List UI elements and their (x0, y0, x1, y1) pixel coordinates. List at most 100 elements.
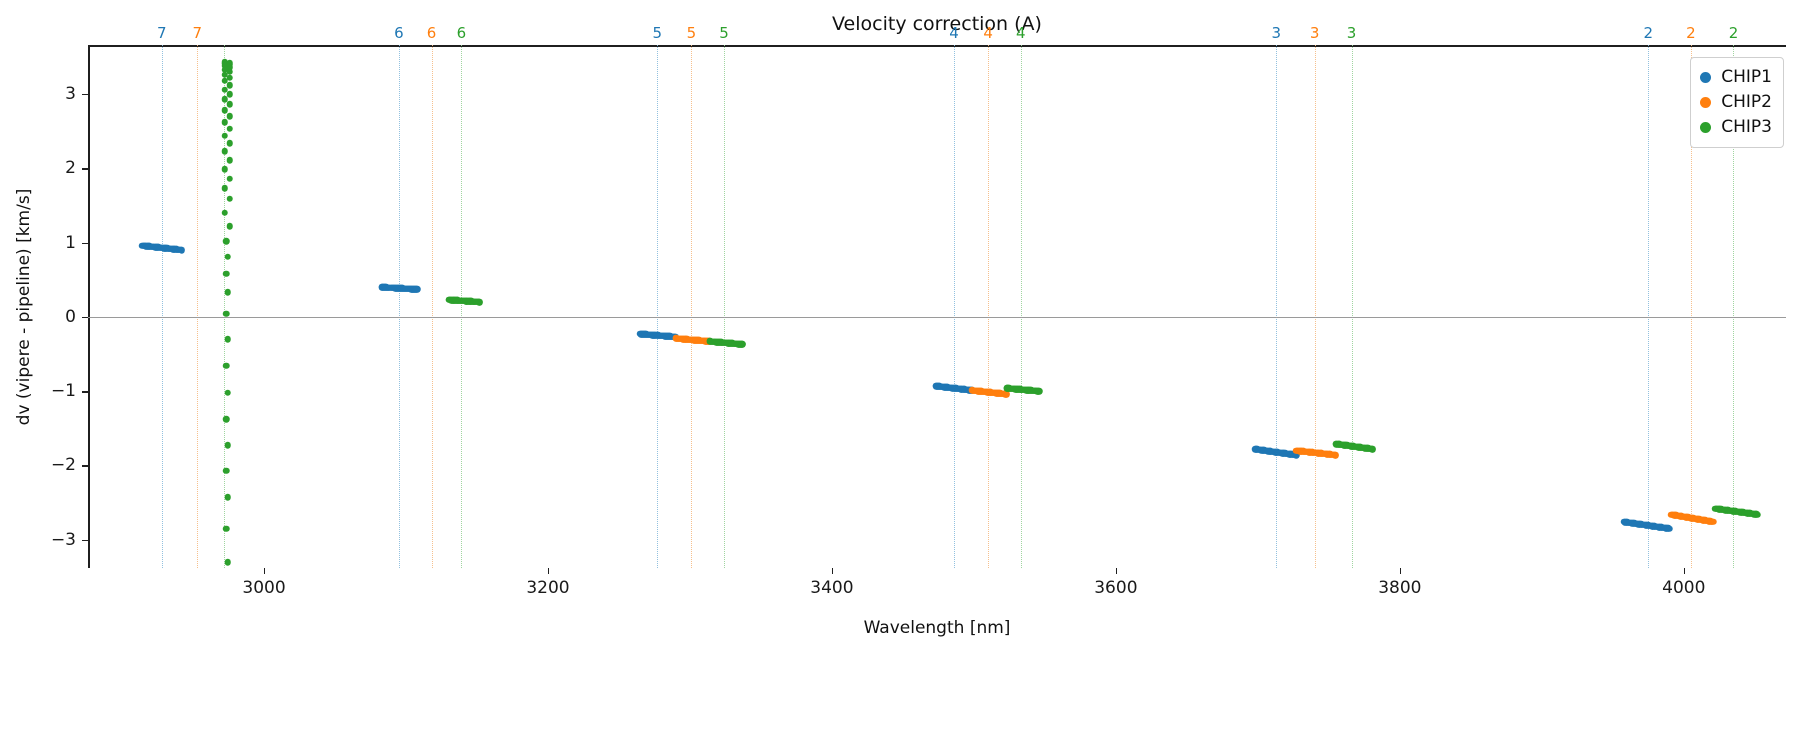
y-tick-label: −3 (50, 529, 76, 550)
data-point (739, 341, 746, 348)
legend-label: CHIP2 (1721, 92, 1772, 112)
outlier-data-point (226, 195, 233, 203)
outlier-data-point (221, 209, 228, 217)
outlier-data-point (226, 68, 233, 75)
y-tick-label: 2 (65, 158, 76, 179)
outlier-data-point (224, 494, 232, 501)
x-tick-label: 3600 (1094, 578, 1138, 598)
y-tick (82, 316, 88, 319)
legend-marker-icon (1700, 72, 1712, 83)
outlier-data-point (224, 335, 232, 343)
outlier-data-point (223, 310, 230, 318)
legend-entry[interactable]: CHIP3 (1700, 115, 1772, 140)
outlier-data-point (223, 525, 230, 532)
outlier-data-point (221, 95, 228, 103)
outlier-data-point (221, 147, 228, 155)
order-number-label: 7 (192, 24, 203, 42)
x-tick (1115, 568, 1118, 574)
order-guide-line (431, 45, 433, 568)
x-tick-label: 3400 (810, 578, 854, 598)
order-guide-line (1351, 45, 1353, 568)
order-guide-line (197, 45, 199, 568)
order-guide-line (1690, 45, 1692, 568)
order-guide-line (224, 45, 226, 568)
outlier-data-point (226, 90, 233, 98)
chart-title: Velocity correction (A) (832, 13, 1042, 35)
y-tick (82, 94, 88, 96)
legend-entry[interactable]: CHIP1 (1700, 65, 1772, 90)
order-number-label: 2 (1643, 24, 1654, 42)
legend[interactable]: CHIP1 CHIP2 CHIP3 (1690, 57, 1784, 148)
legend-entry[interactable]: CHIP2 (1700, 90, 1772, 115)
data-point (1666, 525, 1673, 532)
outlier-data-point (223, 270, 230, 278)
outlier-data-point (226, 74, 233, 81)
x-tick-label: 3200 (526, 578, 570, 598)
x-tick (264, 568, 266, 574)
axis-spine-bottom (88, 45, 1786, 47)
outlier-data-point (221, 119, 228, 126)
zero-line (88, 316, 1786, 319)
order-number-label: 3 (1309, 24, 1320, 42)
outlier-data-point (221, 132, 228, 139)
x-tick (831, 568, 834, 574)
outlier-data-point (223, 362, 230, 370)
x-tick-label: 3800 (1378, 578, 1422, 598)
data-point (1003, 390, 1010, 398)
data-point (178, 246, 185, 254)
outlier-data-point (226, 223, 233, 230)
order-guide-line (1276, 45, 1278, 568)
outlier-data-point (224, 389, 232, 396)
outlier-data-point (221, 86, 228, 93)
outlier-data-point (224, 442, 232, 449)
order-guide-line (657, 45, 659, 568)
order-guide-line (724, 45, 726, 568)
order-number-label: 6 (394, 24, 404, 42)
x-tick-label: 3000 (242, 578, 286, 598)
outlier-data-point (221, 71, 228, 78)
order-number-label: 4 (949, 24, 959, 42)
outlier-data-point (224, 558, 232, 566)
x-tick (547, 568, 550, 574)
outlier-data-point (226, 113, 233, 120)
order-number-label: 6 (456, 24, 467, 42)
order-guide-line (461, 45, 463, 568)
order-guide-line (988, 45, 990, 568)
order-number-label: 7 (157, 24, 167, 42)
y-tick (82, 465, 88, 467)
outlier-data-point (221, 66, 228, 73)
outlier-data-point (224, 289, 232, 296)
order-number-label: 4 (983, 24, 993, 42)
order-number-label: 5 (719, 24, 729, 42)
y-tick (82, 242, 88, 244)
outlier-data-point (224, 253, 232, 260)
order-number-label: 6 (426, 24, 437, 42)
y-tick (82, 168, 88, 170)
axis-spine-right (88, 45, 90, 568)
outlier-data-point (226, 139, 233, 147)
outlier-data-point (226, 156, 233, 164)
x-tick-label: 4000 (1662, 578, 1706, 598)
order-guide-line (1020, 45, 1022, 568)
data-point (1369, 445, 1377, 453)
order-number-label: 3 (1346, 24, 1357, 42)
data-point (1292, 451, 1300, 459)
order-number-label: 2 (1728, 24, 1739, 42)
outlier-data-point (226, 64, 233, 71)
outlier-data-point (221, 165, 228, 173)
x-tick (1683, 568, 1686, 574)
legend-marker-icon (1700, 97, 1712, 108)
outlier-data-point (221, 185, 228, 192)
outlier-data-point (226, 125, 233, 133)
y-tick-label: 0 (65, 306, 76, 327)
order-guide-line (1648, 45, 1650, 568)
order-guide-line (161, 45, 163, 568)
order-number-label: 2 (1686, 24, 1696, 42)
order-number-label: 5 (652, 24, 663, 42)
order-guide-line (1314, 45, 1316, 568)
outlier-data-point (221, 77, 228, 84)
order-guide-line (954, 45, 956, 568)
y-tick-label: 3 (65, 84, 76, 105)
data-point (1035, 387, 1043, 395)
